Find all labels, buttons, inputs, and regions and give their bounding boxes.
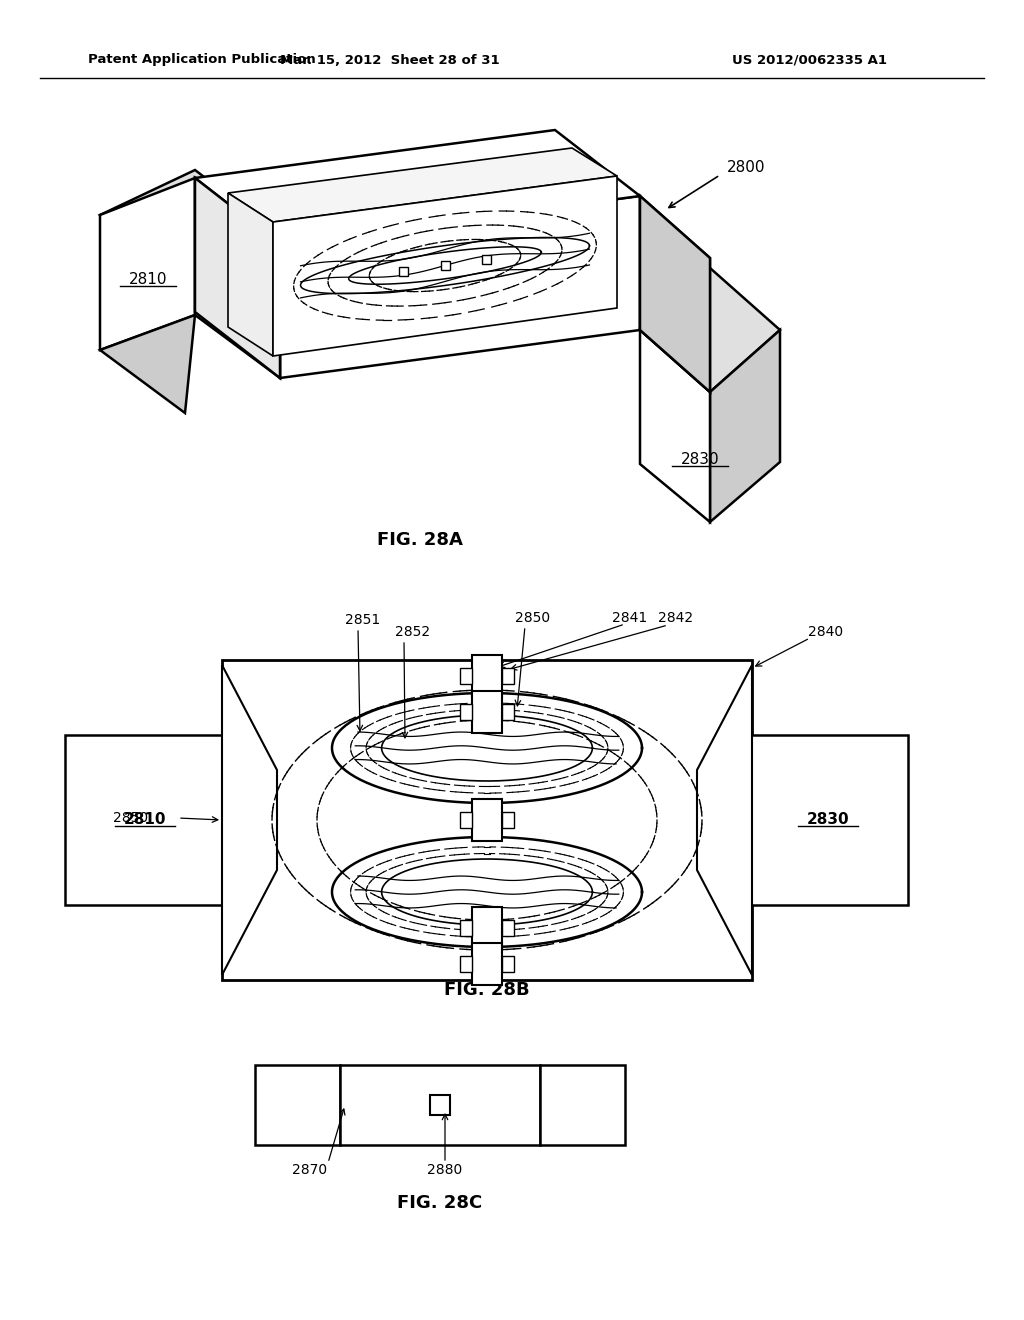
Text: Patent Application Publication: Patent Application Publication [88, 54, 315, 66]
Bar [460, 668, 472, 684]
Polygon shape [100, 178, 195, 350]
Text: 2851: 2851 [345, 612, 380, 627]
Text: FIG. 28A: FIG. 28A [377, 531, 463, 549]
Polygon shape [100, 315, 195, 413]
Text: 2880: 2880 [427, 1163, 463, 1177]
Polygon shape [640, 268, 780, 392]
Bar [502, 668, 514, 684]
Polygon shape [640, 195, 710, 392]
Bar [502, 812, 514, 829]
Polygon shape [710, 330, 780, 521]
Text: 2852: 2852 [395, 624, 430, 639]
Text: FIG. 28B: FIG. 28B [444, 981, 529, 999]
Bar [399, 267, 409, 276]
Text: 2841: 2841 [612, 611, 647, 624]
Text: 2830: 2830 [681, 453, 719, 467]
Bar [460, 812, 472, 829]
Text: 2842: 2842 [658, 611, 693, 624]
Polygon shape [697, 665, 752, 975]
Text: 2840: 2840 [808, 624, 843, 639]
Polygon shape [195, 129, 640, 244]
Text: 2870: 2870 [293, 1163, 328, 1177]
Bar [222, 660, 752, 979]
Bar [472, 907, 502, 949]
Text: 2830: 2830 [807, 813, 849, 828]
Bar [502, 956, 514, 973]
Bar [65, 735, 225, 906]
Polygon shape [280, 195, 640, 378]
Bar [255, 1065, 340, 1144]
Polygon shape [228, 193, 273, 356]
Bar [440, 261, 450, 271]
Text: Mar. 15, 2012  Sheet 28 of 31: Mar. 15, 2012 Sheet 28 of 31 [281, 54, 500, 66]
Text: US 2012/0062335 A1: US 2012/0062335 A1 [732, 54, 888, 66]
Bar [748, 735, 908, 906]
Text: 2850: 2850 [515, 611, 550, 624]
Bar [481, 255, 490, 264]
Polygon shape [228, 148, 617, 222]
Bar [502, 704, 514, 721]
Polygon shape [195, 178, 280, 378]
Bar [472, 942, 502, 985]
Bar [540, 1065, 625, 1144]
Bar [340, 1065, 540, 1144]
Polygon shape [100, 170, 280, 280]
Bar [472, 690, 502, 733]
Polygon shape [273, 176, 617, 356]
Bar [460, 704, 472, 721]
Polygon shape [222, 665, 278, 975]
Bar [472, 799, 502, 841]
Text: 2800: 2800 [727, 161, 766, 176]
Polygon shape [640, 330, 710, 521]
Bar [502, 920, 514, 936]
Text: 2850: 2850 [113, 810, 148, 825]
Bar [472, 655, 502, 697]
Text: 2810: 2810 [129, 272, 167, 288]
Polygon shape [195, 178, 280, 378]
Bar [430, 1096, 450, 1115]
Text: FIG. 28C: FIG. 28C [397, 1195, 482, 1212]
Text: 2810: 2810 [124, 813, 166, 828]
Bar [460, 920, 472, 936]
Polygon shape [640, 195, 710, 392]
Bar [460, 956, 472, 973]
